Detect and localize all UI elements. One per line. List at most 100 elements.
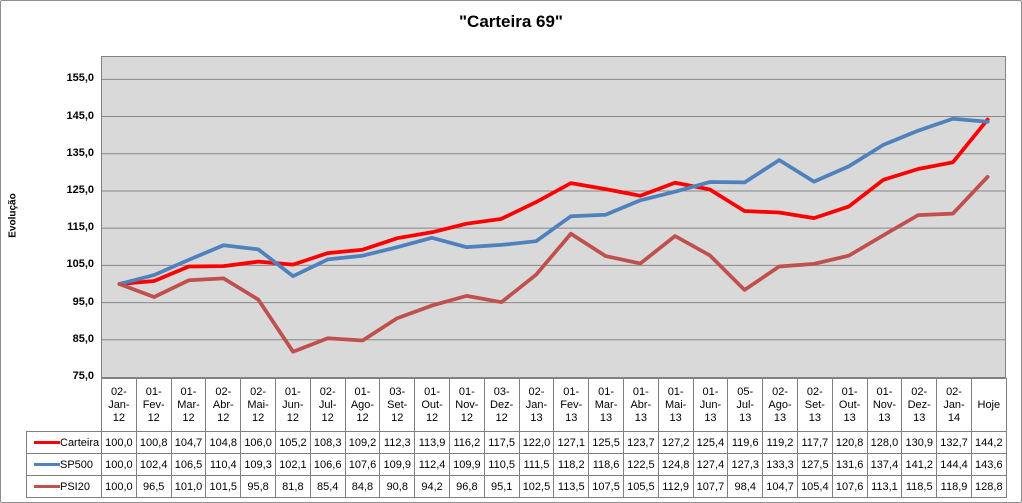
value-cell: 127,3	[727, 453, 764, 476]
value-cell: 132,7	[936, 431, 972, 454]
value-cell: 100,0	[101, 475, 137, 498]
series-line-carteira	[117, 117, 990, 286]
value-cell: 117,7	[796, 431, 833, 454]
value-cell: 118,9	[936, 475, 972, 498]
y-tick-label: 155,0	[66, 72, 94, 85]
value-cell: 144,2	[970, 431, 1007, 454]
table-row-carteira: Carteira 100,0 100,8 104,7 104,8 106,0 105,2 10…	[26, 431, 1007, 454]
x-axis-label: 01- Nov- 13	[866, 378, 903, 432]
value-cell: 127,4	[692, 453, 729, 476]
value-cell: 102,4	[135, 453, 172, 476]
value-cell: 96,8	[448, 475, 485, 498]
x-axis-label: Hoje	[970, 378, 1007, 432]
value-cell: 125,4	[692, 431, 729, 454]
value-cell: 106,6	[309, 453, 346, 476]
value-cell: 112,4	[414, 453, 450, 476]
value-cell: 112,3	[379, 431, 416, 454]
value-cell: 122,0	[518, 431, 555, 454]
value-cell: 101,0	[170, 475, 207, 498]
value-cell: 112,9	[657, 475, 694, 498]
value-cell: 123,7	[622, 431, 659, 454]
y-tick-label: 105,0	[66, 258, 94, 271]
x-axis-label: 01- Fev- 13	[553, 378, 590, 432]
y-tick-label: 135,0	[66, 146, 94, 159]
value-cell: 95,1	[483, 475, 520, 498]
value-cell: 107,7	[692, 475, 729, 498]
value-cell: 127,5	[796, 453, 833, 476]
value-cell: 109,9	[379, 453, 416, 476]
value-cell: 133,3	[762, 453, 798, 476]
y-tick-label: 145,0	[66, 109, 94, 122]
value-cell: 110,5	[483, 453, 520, 476]
legend-line-swatch	[34, 485, 60, 488]
value-cell: 96,5	[135, 475, 172, 498]
x-axis-label: 01- Mai- 13	[657, 378, 694, 432]
value-cell: 128,8	[970, 475, 1007, 498]
value-cell: 113,9	[414, 431, 450, 454]
value-cell: 107,5	[588, 475, 624, 498]
value-cell: 144,4	[936, 453, 972, 476]
x-axis-label: 02- Set- 13	[796, 378, 833, 432]
value-cell: 116,2	[448, 431, 485, 454]
value-cell: 127,1	[553, 431, 590, 454]
value-cell: 105,4	[796, 475, 833, 498]
value-cell: 107,6	[344, 453, 381, 476]
legend-line-swatch	[34, 441, 60, 444]
x-axis-label: 02- Jan- 12	[101, 378, 137, 432]
x-axis-label: 01- Fev- 12	[135, 378, 172, 432]
value-cell: 118,5	[901, 475, 938, 498]
value-cell: 117,5	[483, 431, 520, 454]
value-cell: 118,2	[553, 453, 590, 476]
value-cell: 120,8	[831, 431, 868, 454]
series-line-sp500	[117, 116, 990, 286]
x-axis-label: 01- Out- 13	[831, 378, 868, 432]
x-axis-label: 02- Abr- 12	[205, 378, 242, 432]
value-cell: 98,4	[727, 475, 764, 498]
y-tick-label: 85,0	[72, 332, 94, 345]
value-cell: 122,5	[622, 453, 659, 476]
x-axis-label: 02- Jan- 13	[518, 378, 555, 432]
x-axis-label: 05- Jul- 13	[727, 378, 764, 432]
value-cell: 108,3	[309, 431, 346, 454]
x-axis-label: 01- Out- 12	[414, 378, 450, 432]
legend-label: Carteira	[60, 436, 100, 449]
data-table: 02- Jan- 12 01- Fev- 12 01- Mar- 12 02- Abr- 12 02- M…	[26, 378, 1007, 498]
value-cell: 111,5	[518, 453, 555, 476]
x-axis-label: 01- Jun- 13	[692, 378, 729, 432]
y-tick-label: 115,0	[67, 221, 94, 234]
value-cell: 85,4	[309, 475, 346, 498]
value-cell: 137,4	[866, 453, 903, 476]
value-cell: 102,5	[518, 475, 555, 498]
value-cell: 102,1	[274, 453, 311, 476]
x-axis-label: 01- Ago- 12	[344, 378, 381, 432]
value-cell: 127,2	[657, 431, 694, 454]
chart-title: "Carteira 69"	[458, 12, 563, 31]
value-cell: 104,7	[170, 431, 207, 454]
y-tick-label: 95,0	[72, 295, 94, 308]
value-cell: 113,5	[553, 475, 590, 498]
value-cell: 124,8	[657, 453, 694, 476]
table-corner-cell	[26, 378, 102, 432]
x-axis-label: 02- Mai- 12	[240, 378, 276, 432]
value-cell: 81,8	[274, 475, 311, 498]
x-axis-label: 01- Abr- 13	[622, 378, 659, 432]
legend-label: SP500	[60, 458, 94, 471]
value-cell: 90,8	[379, 475, 416, 498]
value-cell: 125,5	[588, 431, 624, 454]
value-cell: 94,2	[414, 475, 450, 498]
value-cell: 143,6	[970, 453, 1007, 476]
value-cell: 100,8	[135, 431, 172, 454]
table-row-sp500: SP500 100,0 102,4 106,5 110,4 109,3 102,1 106,6…	[26, 453, 1007, 476]
value-cell: 119,6	[727, 431, 764, 454]
value-cell: 104,8	[205, 431, 242, 454]
x-axis-label: 02- Jan- 14	[936, 378, 972, 432]
value-cell: 128,0	[866, 431, 903, 454]
line-chart-svg	[102, 78, 1005, 354]
value-cell: 118,6	[588, 453, 624, 476]
x-axis-label: 02- Ago- 13	[762, 378, 798, 432]
value-cell: 106,0	[240, 431, 276, 454]
legend-label: PSI20	[60, 480, 90, 493]
legend-cell-psi20: PSI20	[26, 475, 102, 498]
y-tick-label: 125,0	[66, 183, 94, 196]
